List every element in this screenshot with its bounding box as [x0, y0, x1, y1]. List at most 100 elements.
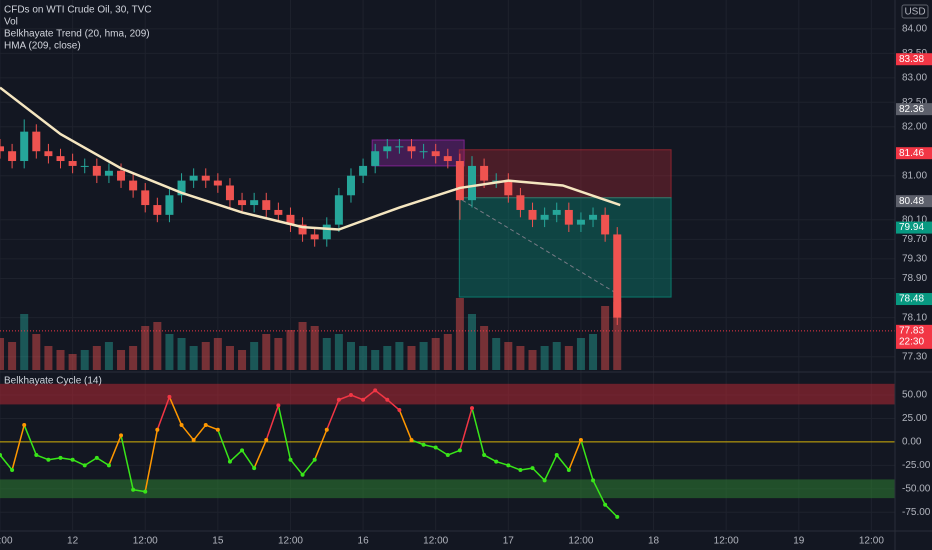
y-tick-label: 82.50 [902, 97, 927, 108]
y-tick-label: 84.00 [902, 24, 927, 35]
oscillator-point [34, 453, 39, 458]
x-tick-label: 12:00 [714, 536, 739, 547]
legend-hma: HMA (209, close) [4, 41, 81, 52]
candle-body [44, 151, 53, 157]
y-tick-label: 80.10 [902, 214, 927, 225]
candle-body [286, 214, 295, 225]
candle-body [68, 161, 77, 166]
candle-body [613, 234, 622, 318]
price-tag-label: 82.36 [899, 104, 924, 115]
oscillator-point [276, 403, 281, 408]
oscillator-point [433, 445, 438, 450]
oscillator-point [58, 455, 63, 460]
candle-body [310, 234, 319, 240]
candle-body [395, 146, 404, 148]
y-tick-label: 77.30 [902, 351, 927, 362]
volume-bar [383, 346, 392, 370]
oscillator-point [264, 438, 269, 443]
volume-bar [44, 346, 53, 370]
candle-body [274, 209, 283, 215]
oscillator-segment [180, 424, 195, 441]
volume-bar [443, 334, 452, 370]
volume-bar [20, 314, 29, 370]
oscillator-segment [229, 449, 243, 463]
oscillator-point [179, 423, 184, 428]
oscillator-segment [156, 396, 171, 430]
y-tick-label: 81.00 [902, 170, 927, 181]
volume-bar [431, 338, 440, 370]
price-tag-label: 81.46 [899, 148, 924, 159]
oscillator-point [457, 448, 462, 453]
candle-body [455, 161, 464, 201]
volume-bar [141, 326, 150, 370]
oscillator-segment [423, 443, 436, 449]
oscillator-point [554, 453, 559, 458]
price-tag [896, 53, 932, 66]
volume-bar [298, 322, 307, 370]
hma-line [0, 86, 621, 231]
price-tag [896, 324, 932, 349]
candle-body [359, 165, 368, 176]
oscillator-segment [60, 457, 73, 461]
oscillator-point [227, 459, 232, 464]
candle-body [431, 151, 440, 157]
oscillator-segment [265, 405, 280, 441]
candle-body [213, 180, 222, 186]
volume-bar [334, 334, 343, 370]
y-tick-label: 79.70 [902, 234, 927, 245]
candle-body [419, 151, 428, 153]
volume-bar [201, 342, 210, 370]
oscillator-segment [108, 435, 122, 466]
candle-body [334, 195, 343, 225]
oscillator-segment [72, 459, 86, 467]
candle-body [528, 209, 537, 220]
oscillator-point [106, 463, 111, 468]
oscillator-point [566, 468, 571, 473]
volume-bar [104, 342, 113, 370]
oscillator-segment [495, 460, 509, 467]
price-tag [896, 147, 932, 160]
volume-bar [250, 342, 259, 370]
candle-body [129, 180, 138, 191]
y-tick-label: 83.00 [902, 72, 927, 83]
oscillator-point [288, 457, 293, 462]
y-tick-label: 79.30 [902, 254, 927, 265]
oscillator-segment [289, 459, 304, 476]
price-tag-label: 83.38 [899, 54, 924, 65]
candle-body [201, 175, 210, 181]
volume-bar [165, 334, 174, 370]
volume-bar [189, 346, 198, 370]
volume-bar [395, 342, 404, 370]
oscillator-segment [459, 407, 473, 451]
oscillator-point [506, 463, 511, 468]
y-tick-label: 78.10 [902, 312, 927, 323]
oscillator-point [615, 514, 620, 519]
oscillator-point [70, 457, 75, 462]
x-tick-label: 12:00 [133, 536, 158, 547]
x-tick-label: 12:00 [0, 536, 13, 547]
oscillator-segment [277, 405, 292, 460]
currency: USD [904, 7, 925, 18]
oscillator-point [578, 438, 583, 443]
volume-bar [225, 346, 234, 370]
drawing-box [371, 139, 465, 167]
oscillator-point [143, 489, 148, 494]
volume-bar [213, 338, 222, 370]
volume-bar [322, 338, 331, 370]
oscillator-segment [580, 439, 594, 481]
candle-body [468, 165, 477, 201]
volume-bar [177, 338, 186, 370]
oscillator-segment [508, 464, 521, 471]
oscillator-segment [193, 424, 207, 441]
price-tag [896, 103, 932, 116]
candle-body [407, 146, 416, 152]
oscillator-point [336, 397, 341, 402]
oscillator-point [22, 423, 27, 428]
oscillator-point [542, 478, 547, 483]
x-tick-label: 17 [503, 536, 515, 547]
candle-body [443, 156, 452, 162]
candle-body [516, 195, 525, 210]
volume-bar [153, 322, 162, 370]
